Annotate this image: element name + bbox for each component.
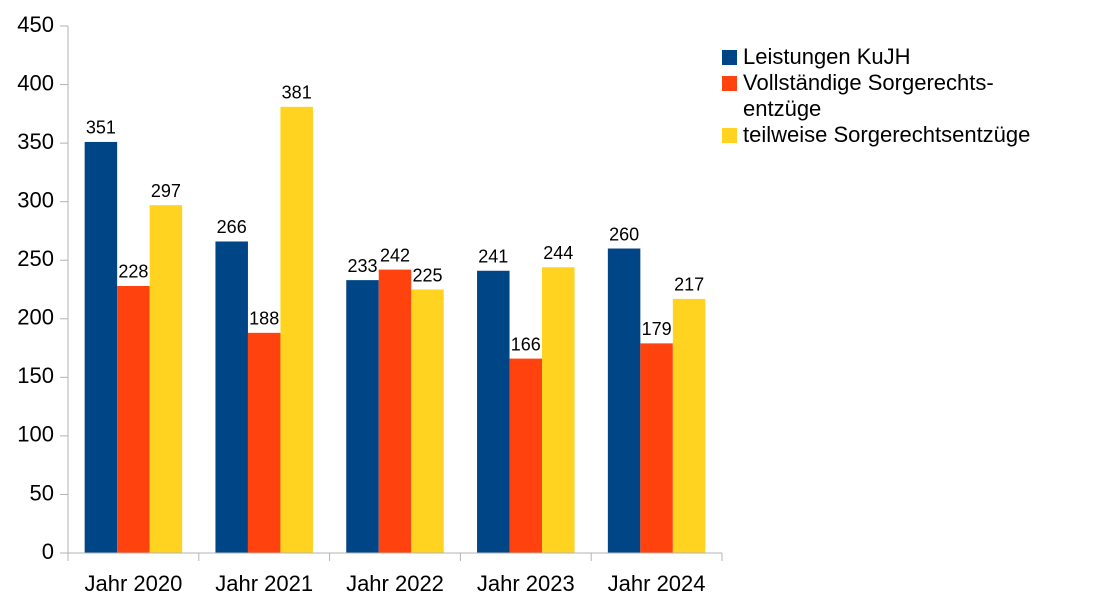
legend: Leistungen KuJH Vollständige Sorgerechts-… [722, 44, 1030, 148]
data-label: 228 [118, 262, 148, 282]
bar [640, 343, 673, 553]
bar [509, 358, 543, 553]
x-tick-label: Jahr 2024 [608, 571, 706, 596]
legend-swatch [722, 128, 737, 143]
bar [672, 298, 706, 553]
bar [149, 205, 183, 553]
bar [411, 289, 444, 553]
x-tick-label: Jahr 2020 [84, 571, 182, 596]
y-tick-label: 450 [17, 12, 54, 37]
bar [117, 285, 150, 553]
data-label: 266 [217, 217, 247, 237]
x-tick-label: Jahr 2022 [346, 571, 444, 596]
y-tick-label: 250 [17, 246, 54, 271]
data-label: 179 [642, 319, 672, 339]
data-label: 241 [478, 247, 508, 267]
y-tick-label: 200 [17, 305, 54, 330]
bar [346, 280, 379, 553]
y-tick-label: 0 [42, 539, 54, 564]
data-label: 166 [511, 334, 541, 354]
data-label: 225 [412, 265, 442, 285]
data-label: 381 [282, 83, 312, 103]
data-label: 188 [249, 309, 279, 329]
legend-swatch [722, 76, 737, 91]
legend-label: teilweise Sorgerechtsentzüge [743, 122, 1031, 147]
legend-label: Leistungen KuJH [743, 44, 911, 69]
y-tick-label: 350 [17, 129, 54, 154]
data-label: 233 [347, 256, 377, 276]
legend-label: Vollständige Sorgerechts- entzüge [743, 70, 994, 121]
y-tick-label: 150 [17, 363, 54, 388]
bar [84, 141, 118, 553]
bar [542, 267, 575, 553]
legend-entry: teilweise Sorgerechtsentzüge [722, 122, 1030, 148]
y-tick-label: 50 [30, 480, 54, 505]
data-label: 297 [151, 181, 181, 201]
bar [607, 248, 641, 553]
x-tick-label: Jahr 2023 [477, 571, 575, 596]
x-tick-label: Jahr 2021 [215, 571, 313, 596]
data-label: 242 [380, 245, 410, 265]
bar [215, 241, 248, 554]
bar [477, 270, 510, 553]
data-label: 244 [543, 243, 573, 263]
y-tick-label: 300 [17, 187, 54, 212]
legend-entry: Leistungen KuJH [722, 44, 1030, 70]
bar [378, 269, 412, 553]
data-label: 260 [609, 224, 639, 244]
bar [247, 332, 281, 553]
legend-entry: Vollständige Sorgerechts- entzüge [722, 70, 1030, 122]
bar [280, 106, 313, 553]
y-tick-label: 400 [17, 70, 54, 95]
data-label: 351 [86, 118, 116, 138]
y-tick-label: 100 [17, 422, 54, 447]
data-label: 217 [674, 275, 704, 295]
legend-swatch [722, 50, 737, 65]
